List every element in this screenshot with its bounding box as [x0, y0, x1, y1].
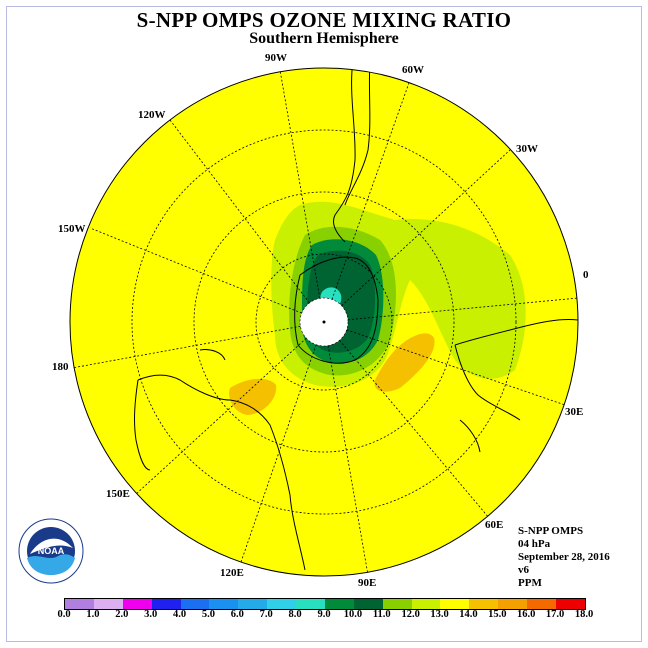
colorbar — [64, 598, 586, 610]
meridians — [71, 69, 578, 576]
contour-14ppm-west — [229, 378, 277, 415]
lon-label-30e: 30E — [565, 406, 583, 418]
instrument-label: S-NPP OMPS — [518, 525, 584, 537]
lon-label-90w: 90W — [265, 52, 287, 64]
colorbar-swatch — [324, 599, 354, 609]
colorbar-swatch — [382, 599, 412, 609]
colorbar-labels: 0.0 1.0 2.0 3.0 4.0 5.0 6.0 7.0 8.0 9.0 10.0 11.0 12… — [0, 609, 648, 623]
pressure-label: 04 hPa — [518, 538, 551, 550]
figure-frame — [6, 6, 642, 642]
lon-label-180: 180 — [52, 361, 69, 373]
map-boundary — [69, 67, 579, 577]
colorbar-swatch — [180, 599, 210, 609]
lon-label-30w: 30W — [516, 143, 538, 155]
lon-label-150w: 150W — [58, 223, 86, 235]
colorbar-swatch — [151, 599, 181, 609]
colorbar-tick-label: 2.0 — [115, 609, 129, 620]
lon-label-0: 0 — [583, 269, 589, 281]
colorbar-swatch — [498, 599, 527, 609]
units-label: PPM — [518, 577, 542, 589]
colorbar-swatch — [440, 599, 470, 609]
lon-label-150e: 150E — [106, 488, 130, 500]
colorbar-tick-label: 1.0 — [86, 609, 100, 620]
colorbar-tick-label: 7.0 — [259, 609, 273, 620]
colorbar-tick-label: 12.0 — [401, 609, 420, 620]
colorbar-swatch — [296, 599, 325, 609]
colorbar-tick-label: 11.0 — [372, 609, 391, 620]
colorbar-swatch — [209, 599, 239, 609]
lon-label-60w: 60W — [402, 64, 424, 76]
colorbar-tick-label: 9.0 — [317, 609, 331, 620]
colorbar-tick-label: 14.0 — [459, 609, 478, 620]
south-pole-marker — [322, 320, 326, 324]
coastlines — [134, 68, 578, 571]
colorbar-swatch — [93, 599, 123, 609]
colorbar-swatch — [411, 599, 441, 609]
colorbar-tick-label: 16.0 — [517, 609, 536, 620]
colorbar-tick-label: 5.0 — [201, 609, 215, 620]
colorbar-swatch — [527, 599, 556, 609]
date-label: September 28, 2016 — [518, 551, 610, 563]
colorbar-swatch — [555, 599, 585, 609]
colorbar-tick-label: 8.0 — [288, 609, 302, 620]
latitude-circles — [131, 129, 517, 515]
colorbar-tick-label: 10.0 — [343, 609, 363, 620]
lon-label-120e: 120E — [220, 567, 244, 579]
colorbar-tick-label: 17.0 — [545, 609, 565, 620]
contour-14ppm-east — [374, 333, 435, 392]
colorbar-swatch — [65, 599, 94, 609]
colorbar-swatch — [238, 599, 268, 609]
version-label: v6 — [518, 564, 529, 576]
colorbar-tick-label: 0.0 — [57, 609, 71, 620]
colorbar-tick-label: 4.0 — [172, 609, 187, 620]
lon-label-60e: 60E — [485, 519, 503, 531]
lon-label-90e: 90E — [358, 577, 376, 589]
map-subtitle: Southern Hemisphere — [249, 30, 399, 47]
colorbar-tick-label: 13.0 — [430, 609, 449, 620]
colorbar-tick-label: 15.0 — [488, 609, 507, 620]
noaa-logo-text: NOAA — [38, 546, 65, 556]
colorbar-swatch — [122, 599, 152, 609]
colorbar-swatch — [469, 599, 499, 609]
noaa-logo-icon: NOAA — [18, 518, 84, 584]
colorbar-swatch — [353, 599, 383, 609]
colorbar-tick-label: 18.0 — [574, 609, 594, 620]
lon-label-120w: 120W — [138, 109, 166, 121]
metadata-block: S-NPP OMPS 04 hPa September 28, 2016 v6 … — [518, 525, 610, 590]
colorbar-tick-label: 3.0 — [144, 609, 158, 620]
colorbar-swatch — [267, 599, 296, 609]
map-title: S-NPP OMPS OZONE MIXING RATIO — [136, 8, 512, 32]
colorbar-tick-label: 6.0 — [230, 609, 244, 620]
